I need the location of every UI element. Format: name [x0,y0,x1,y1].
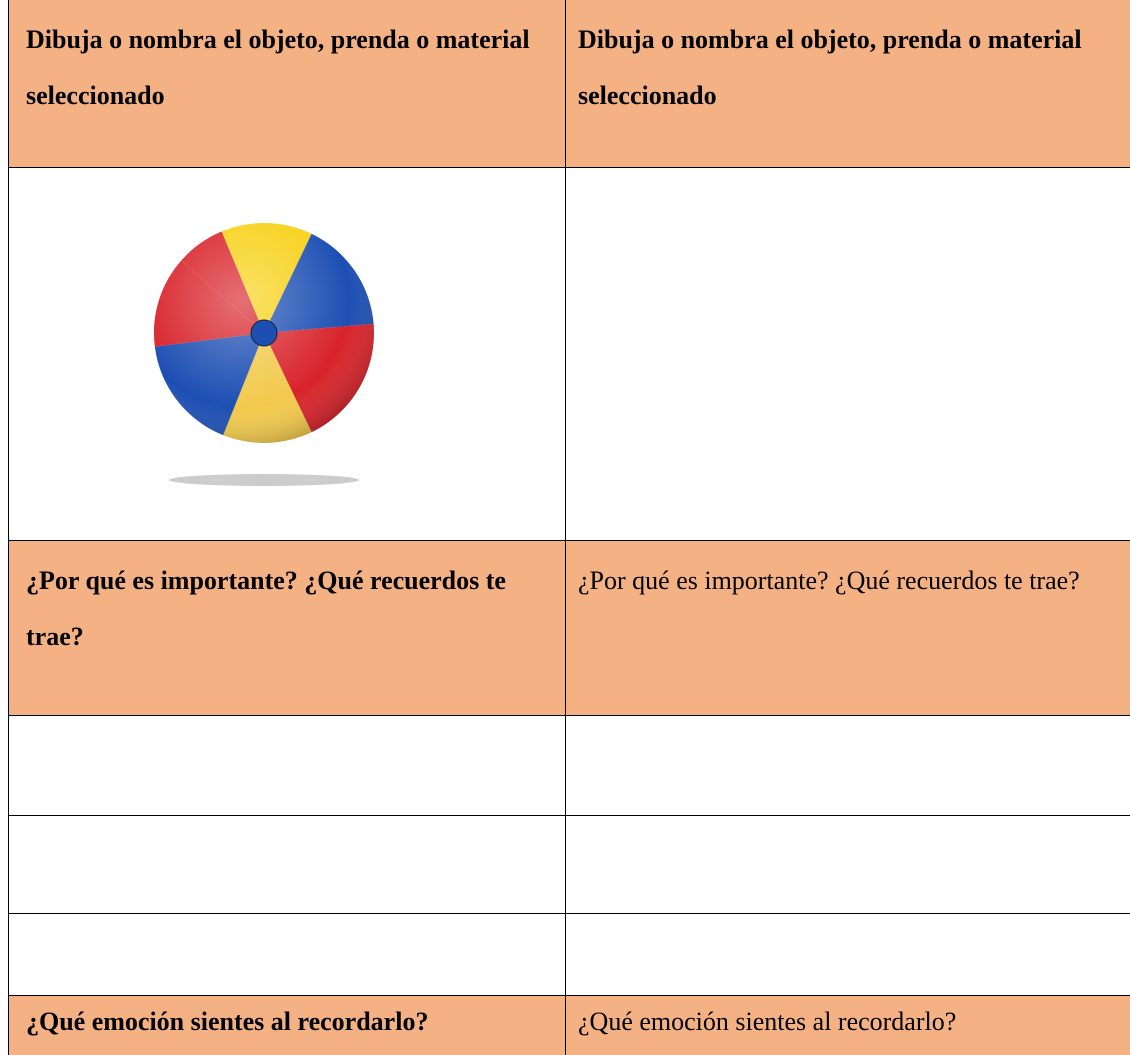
header-text: Dibuja o nombra el objeto, prenda o mate… [26,25,530,110]
empty-cell [8,815,565,913]
question-cell: ¿Por qué es importante? ¿Qué recuerdos t… [565,540,1130,715]
empty-cell [565,913,1130,995]
question-text: ¿Por qué es importante? ¿Qué recuerdos t… [26,566,506,651]
question-text: ¿Por qué es importante? ¿Qué recuerdos t… [578,566,1080,595]
header-cell: Dibuja o nombra el objeto, prenda o mate… [565,0,1130,167]
image-cell [8,167,565,540]
question-cell: ¿Por qué es importante? ¿Qué recuerdos t… [8,540,565,715]
emotion-text: ¿Qué emoción sientes al recordarlo? [26,1007,429,1036]
empty-cell [565,167,1130,540]
header-text: Dibuja o nombra el objeto, prenda o mate… [578,25,1082,110]
emotion-text: ¿Qué emoción sientes al recordarlo? [578,1007,957,1036]
empty-cell [8,913,565,995]
header-cell: Dibuja o nombra el objeto, prenda o mate… [8,0,565,167]
empty-cell [565,815,1130,913]
emotion-cell: ¿Qué emoción sientes al recordarlo? [565,995,1130,1055]
emotion-cell: ¿Qué emoción sientes al recordarlo? [8,995,565,1055]
empty-cell [565,715,1130,815]
beach-ball [154,223,374,486]
empty-cell [8,715,565,815]
